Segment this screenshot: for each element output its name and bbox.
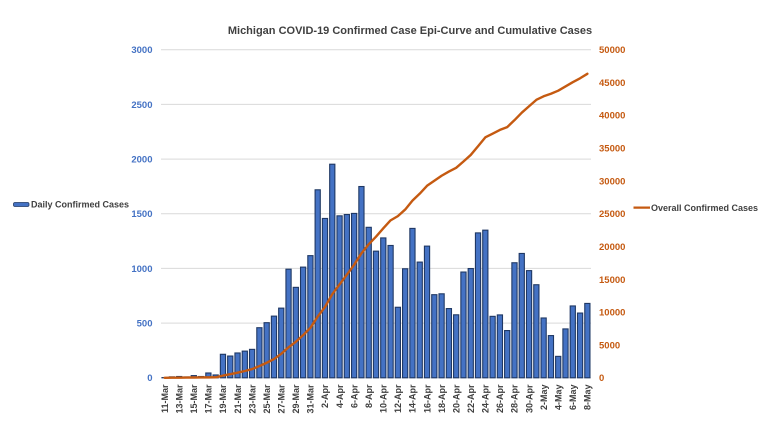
svg-text:4-Apr: 4-Apr <box>335 384 345 408</box>
svg-text:18-Apr: 18-Apr <box>437 384 447 413</box>
svg-text:14-Apr: 14-Apr <box>408 384 418 413</box>
svg-text:4-May: 4-May <box>553 385 563 411</box>
svg-text:6-May: 6-May <box>568 385 578 411</box>
svg-text:11-Mar: 11-Mar <box>160 384 170 413</box>
svg-text:Overall Confirmed Cases: Overall Confirmed Cases <box>651 203 758 213</box>
svg-text:21-Mar: 21-Mar <box>233 384 243 414</box>
svg-text:10000: 10000 <box>599 308 625 319</box>
svg-text:1000: 1000 <box>131 264 152 275</box>
svg-text:0: 0 <box>599 373 604 384</box>
svg-text:10-Apr: 10-Apr <box>379 384 389 413</box>
svg-text:45000: 45000 <box>599 78 625 89</box>
svg-text:30000: 30000 <box>599 176 625 187</box>
svg-text:Daily Confirmed Cases: Daily Confirmed Cases <box>31 199 129 209</box>
svg-text:5000: 5000 <box>599 340 620 351</box>
svg-text:24-Apr: 24-Apr <box>481 384 491 413</box>
svg-text:40000: 40000 <box>599 111 625 122</box>
svg-text:20-Apr: 20-Apr <box>451 384 461 413</box>
svg-text:12-Apr: 12-Apr <box>393 384 403 413</box>
svg-text:50000: 50000 <box>599 45 625 56</box>
svg-text:25000: 25000 <box>599 209 625 220</box>
svg-text:28-Apr: 28-Apr <box>510 384 520 413</box>
svg-text:Michigan COVID-19 Confirmed Ca: Michigan COVID-19 Confirmed Case Epi-Cur… <box>228 25 592 37</box>
svg-text:26-Apr: 26-Apr <box>495 384 505 413</box>
svg-text:31-Mar: 31-Mar <box>306 384 316 414</box>
svg-text:6-Apr: 6-Apr <box>349 384 359 408</box>
svg-text:13-Mar: 13-Mar <box>174 384 184 414</box>
svg-text:35000: 35000 <box>599 144 625 155</box>
svg-text:15000: 15000 <box>599 275 625 286</box>
svg-text:2-Apr: 2-Apr <box>320 384 330 408</box>
svg-text:8-Apr: 8-Apr <box>364 384 374 408</box>
svg-text:15-Mar: 15-Mar <box>189 384 199 414</box>
svg-text:25-Mar: 25-Mar <box>262 384 272 414</box>
svg-text:23-Mar: 23-Mar <box>247 384 257 414</box>
svg-text:0: 0 <box>147 373 152 384</box>
svg-text:1500: 1500 <box>131 209 152 220</box>
svg-text:20000: 20000 <box>599 242 625 253</box>
svg-text:27-Mar: 27-Mar <box>277 384 287 414</box>
svg-text:8-May: 8-May <box>583 385 593 411</box>
svg-text:500: 500 <box>137 319 153 330</box>
svg-text:19-Mar: 19-Mar <box>218 384 228 414</box>
svg-text:16-Apr: 16-Apr <box>422 384 432 413</box>
svg-text:17-Mar: 17-Mar <box>204 384 214 414</box>
svg-text:2-May: 2-May <box>539 385 549 411</box>
svg-text:29-Mar: 29-Mar <box>291 384 301 414</box>
svg-text:30-Apr: 30-Apr <box>524 384 534 413</box>
svg-text:2500: 2500 <box>131 100 152 111</box>
svg-text:2000: 2000 <box>131 154 152 165</box>
svg-text:3000: 3000 <box>131 45 152 56</box>
svg-text:22-Apr: 22-Apr <box>466 384 476 413</box>
